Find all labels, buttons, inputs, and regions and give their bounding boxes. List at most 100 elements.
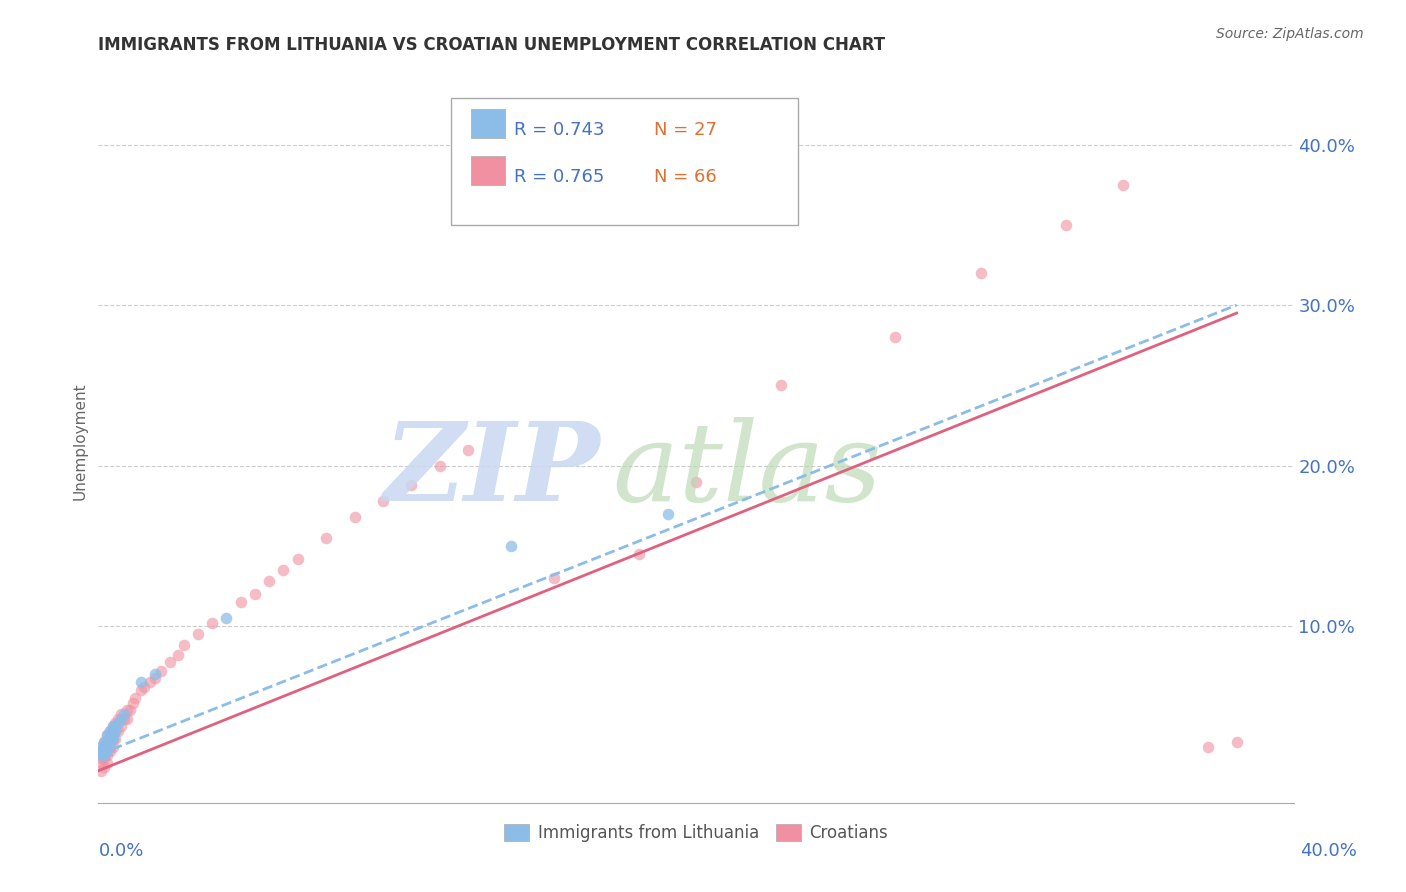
Point bbox=[101, 719, 124, 733]
Point bbox=[104, 731, 127, 746]
Point bbox=[628, 547, 651, 561]
Point bbox=[96, 739, 118, 754]
Point bbox=[104, 723, 127, 738]
Point bbox=[101, 731, 124, 746]
Bar bbox=[471, 156, 505, 185]
Point bbox=[969, 266, 991, 280]
Point bbox=[315, 531, 337, 545]
Point bbox=[543, 571, 565, 585]
Point bbox=[132, 680, 155, 694]
Text: 40.0%: 40.0% bbox=[1301, 842, 1357, 860]
Text: ZIP: ZIP bbox=[384, 417, 600, 524]
Point bbox=[1112, 178, 1135, 192]
Point bbox=[96, 728, 118, 742]
Point bbox=[1054, 218, 1077, 232]
Point bbox=[257, 574, 280, 589]
Point bbox=[115, 712, 138, 726]
Point bbox=[93, 735, 115, 749]
Point bbox=[98, 723, 121, 738]
Point bbox=[96, 756, 118, 770]
Point bbox=[93, 739, 115, 754]
Text: N = 66: N = 66 bbox=[654, 169, 717, 186]
Point bbox=[173, 639, 195, 653]
Point bbox=[90, 756, 112, 770]
Point bbox=[401, 478, 423, 492]
Point bbox=[129, 675, 152, 690]
Point bbox=[93, 744, 115, 758]
Point bbox=[96, 735, 118, 749]
Point bbox=[112, 707, 135, 722]
Point bbox=[90, 739, 112, 754]
Point bbox=[150, 664, 173, 678]
Point bbox=[229, 595, 252, 609]
Point bbox=[101, 739, 124, 754]
Point bbox=[93, 751, 115, 765]
Point bbox=[104, 719, 127, 733]
Point bbox=[371, 494, 394, 508]
Point bbox=[118, 703, 141, 717]
Point bbox=[107, 712, 129, 726]
Point bbox=[243, 587, 266, 601]
Text: N = 27: N = 27 bbox=[654, 120, 717, 139]
Point bbox=[101, 731, 124, 746]
Point bbox=[143, 671, 166, 685]
Point bbox=[499, 539, 522, 553]
Point bbox=[96, 747, 118, 762]
Point bbox=[96, 728, 118, 742]
Point bbox=[101, 723, 124, 738]
Point bbox=[98, 728, 121, 742]
Point bbox=[104, 723, 127, 738]
Point bbox=[429, 458, 451, 473]
Point bbox=[1197, 739, 1219, 754]
Point bbox=[110, 707, 132, 722]
Point bbox=[657, 507, 679, 521]
Point bbox=[121, 696, 143, 710]
Point bbox=[167, 648, 190, 662]
Point bbox=[138, 675, 160, 690]
Point bbox=[107, 723, 129, 738]
Text: Source: ZipAtlas.com: Source: ZipAtlas.com bbox=[1216, 27, 1364, 41]
Point bbox=[90, 744, 112, 758]
Point bbox=[112, 712, 135, 726]
Point bbox=[685, 475, 707, 489]
Point bbox=[124, 691, 146, 706]
Text: IMMIGRANTS FROM LITHUANIA VS CROATIAN UNEMPLOYMENT CORRELATION CHART: IMMIGRANTS FROM LITHUANIA VS CROATIAN UN… bbox=[98, 36, 886, 54]
Point bbox=[201, 615, 224, 630]
Text: R = 0.743: R = 0.743 bbox=[515, 120, 605, 139]
Point bbox=[110, 719, 132, 733]
FancyBboxPatch shape bbox=[451, 98, 797, 225]
Point bbox=[96, 735, 118, 749]
Point bbox=[115, 703, 138, 717]
Point bbox=[96, 739, 118, 754]
Point bbox=[93, 739, 115, 754]
Bar bbox=[471, 109, 505, 138]
Point bbox=[90, 751, 112, 765]
Point bbox=[1226, 735, 1249, 749]
Legend: Immigrants from Lithuania, Croatians: Immigrants from Lithuania, Croatians bbox=[498, 817, 894, 848]
Point bbox=[101, 728, 124, 742]
Point bbox=[215, 611, 238, 625]
Text: atlas: atlas bbox=[613, 417, 882, 524]
Point bbox=[107, 715, 129, 730]
Point bbox=[884, 330, 907, 344]
Point bbox=[343, 510, 366, 524]
Y-axis label: Unemployment: Unemployment bbox=[72, 383, 87, 500]
Point bbox=[770, 378, 793, 392]
Text: 0.0%: 0.0% bbox=[98, 842, 143, 860]
Point bbox=[90, 747, 112, 762]
Point bbox=[98, 739, 121, 754]
Point bbox=[93, 735, 115, 749]
Point bbox=[93, 747, 115, 762]
Point bbox=[287, 551, 309, 566]
Point bbox=[90, 744, 112, 758]
Point bbox=[93, 744, 115, 758]
Point bbox=[104, 715, 127, 730]
Point bbox=[143, 667, 166, 681]
Point bbox=[96, 744, 118, 758]
Point bbox=[98, 744, 121, 758]
Point bbox=[273, 563, 295, 577]
Point bbox=[93, 760, 115, 774]
Point bbox=[129, 683, 152, 698]
Point bbox=[101, 719, 124, 733]
Text: R = 0.765: R = 0.765 bbox=[515, 169, 605, 186]
